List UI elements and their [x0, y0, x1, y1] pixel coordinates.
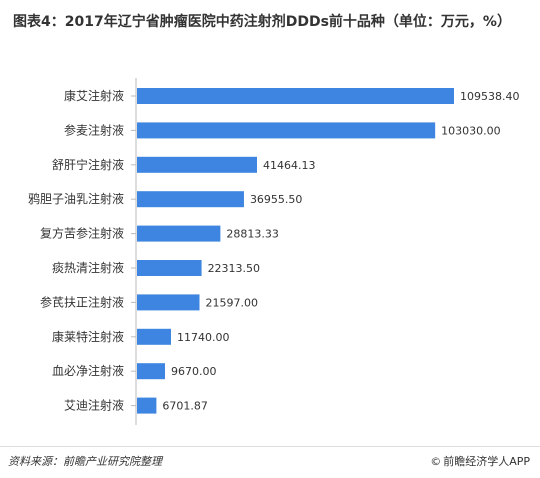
category-label: 痰热清注射液 — [52, 260, 124, 275]
category-label: 复方苦参注射液 — [40, 226, 124, 241]
bar — [137, 191, 244, 208]
data-label: 11740.00 — [177, 331, 230, 344]
data-label: 109538.40 — [460, 90, 520, 103]
brand-label: 前瞻经济学人APP — [443, 455, 530, 468]
data-label: 9670.00 — [171, 365, 217, 378]
category-label: 参芪扶正注射液 — [40, 294, 124, 309]
category-label: 鸦胆子油乳注射液 — [28, 191, 124, 206]
category-label: 康艾注射液 — [64, 88, 124, 103]
data-label: 21597.00 — [206, 296, 259, 309]
data-label: 103030.00 — [441, 124, 501, 137]
bar — [137, 260, 202, 276]
data-label: 28813.33 — [226, 228, 279, 241]
bar — [137, 294, 200, 311]
bar — [137, 88, 454, 104]
bar — [137, 225, 221, 242]
bar — [137, 397, 157, 414]
category-label: 舒肝宁注射液 — [52, 157, 124, 172]
category-label: 艾迪注射液 — [64, 398, 124, 413]
copyright-icon: © — [430, 455, 442, 468]
data-label: 6701.87 — [162, 400, 208, 413]
bar — [137, 328, 171, 345]
data-label: 22313.50 — [208, 262, 261, 275]
data-label: 41464.13 — [263, 159, 316, 172]
bar — [137, 156, 257, 173]
source-note: 资料来源：前瞻产业研究院整理 — [8, 455, 162, 468]
data-label: 36955.50 — [250, 193, 302, 206]
bar-chart: 康艾注射液 109538.40 参麦注射液 103030.00 舒肝宁注射液 41464.… — [28, 78, 520, 425]
bar — [137, 363, 165, 380]
brand-credit: © 前瞻经济学人APP — [430, 453, 530, 469]
chart-title: 图表4：2017年辽宁省肿瘤医院中药注射剂DDDs前十品种（单位：万元，%） — [13, 14, 511, 30]
category-label: 血必净注射液 — [52, 363, 124, 378]
bar — [137, 122, 436, 139]
category-label: 参麦注射液 — [64, 122, 124, 137]
category-label: 康莱特注射液 — [52, 329, 124, 344]
footer: 资料来源：前瞻产业研究院整理 © 前瞻经济学人APP — [0, 446, 540, 468]
